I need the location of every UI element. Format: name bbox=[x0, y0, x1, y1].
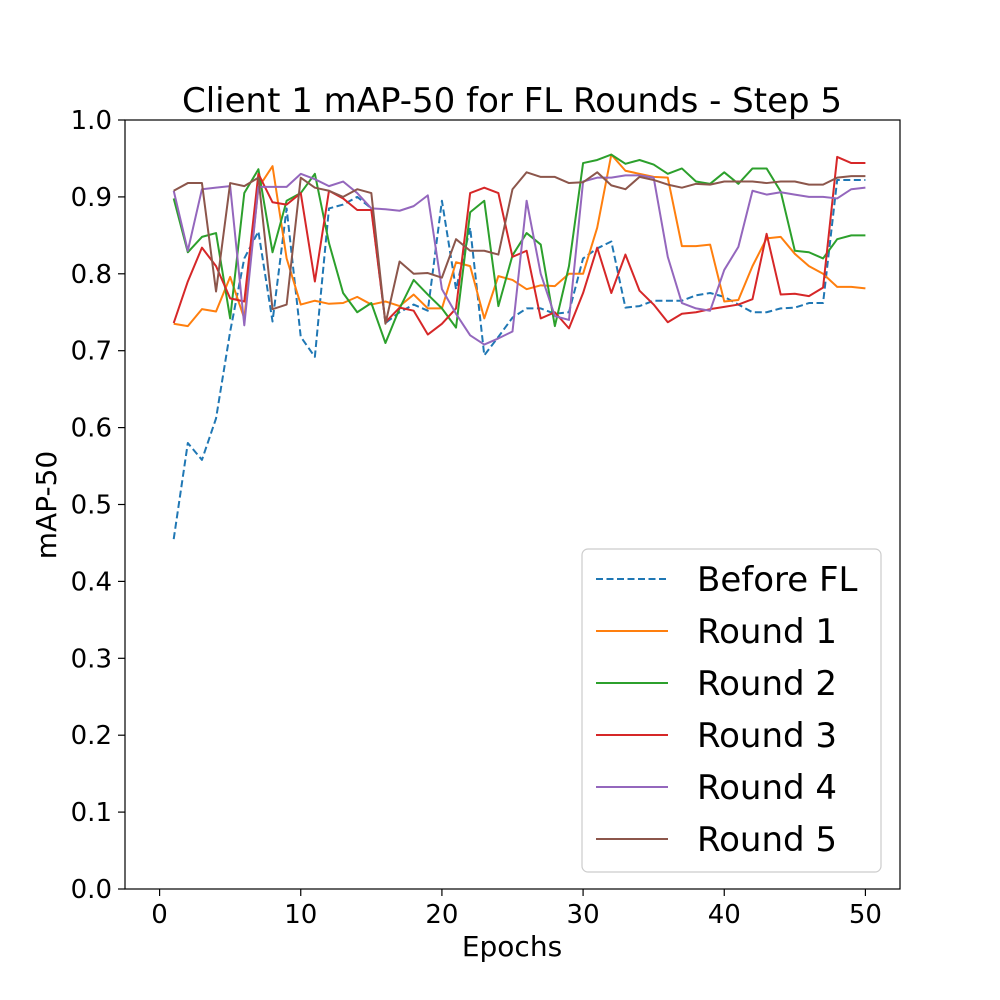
y-axis: 0.0 0.1 0.2 0.3 0.4 0.5 0.6 0.7 0.8 0.9 1.0 bbox=[71, 106, 125, 905]
y-tick-label: 0.1 bbox=[71, 798, 112, 828]
legend-label: Round 3 bbox=[697, 716, 837, 756]
y-tick-label: 0.4 bbox=[71, 567, 112, 597]
y-tick-label: 0.9 bbox=[71, 183, 112, 213]
x-axis: 0 10 20 30 40 50 bbox=[151, 889, 882, 930]
x-tick-label: 10 bbox=[284, 900, 317, 930]
legend-box bbox=[581, 548, 882, 873]
series-line-round-4 bbox=[172, 172, 866, 346]
series-line-round-2 bbox=[172, 153, 866, 345]
legend-label: Before FL bbox=[697, 560, 858, 600]
y-tick-label: 1.0 bbox=[71, 106, 112, 136]
legend-label: Round 1 bbox=[697, 612, 837, 652]
y-tick-label: 0.5 bbox=[71, 491, 112, 521]
x-tick-label: 30 bbox=[567, 900, 600, 930]
series-line-round-1 bbox=[173, 153, 866, 328]
y-axis-label: mAP-50 bbox=[30, 451, 63, 559]
y-tick-label: 0.7 bbox=[71, 337, 112, 367]
y-tick-label: 0.3 bbox=[71, 644, 112, 674]
x-tick-label: 50 bbox=[849, 900, 882, 930]
y-tick-label: 0.6 bbox=[71, 414, 112, 444]
series-layer bbox=[172, 153, 866, 540]
series-line-round-5 bbox=[173, 171, 866, 325]
y-tick-label: 0.0 bbox=[71, 875, 112, 905]
x-tick-label: 40 bbox=[708, 900, 741, 930]
x-tick-label: 0 bbox=[151, 900, 168, 930]
legend: Before FL Round 1 Round 2 Round 3 Round 4 Rou… bbox=[581, 548, 882, 873]
legend-label: Round 2 bbox=[697, 664, 837, 704]
legend-label: Round 4 bbox=[697, 768, 837, 808]
x-tick-label: 20 bbox=[425, 900, 458, 930]
y-tick-label: 0.2 bbox=[71, 721, 112, 751]
y-tick-label: 0.8 bbox=[71, 260, 112, 290]
x-axis-label: Epochs bbox=[462, 930, 562, 963]
series-line-round-3 bbox=[172, 155, 866, 336]
chart-title: Client 1 mAP-50 for FL Rounds - Step 5 bbox=[182, 81, 842, 121]
series-line-before-fl bbox=[172, 178, 866, 540]
legend-label: Round 5 bbox=[697, 820, 837, 860]
